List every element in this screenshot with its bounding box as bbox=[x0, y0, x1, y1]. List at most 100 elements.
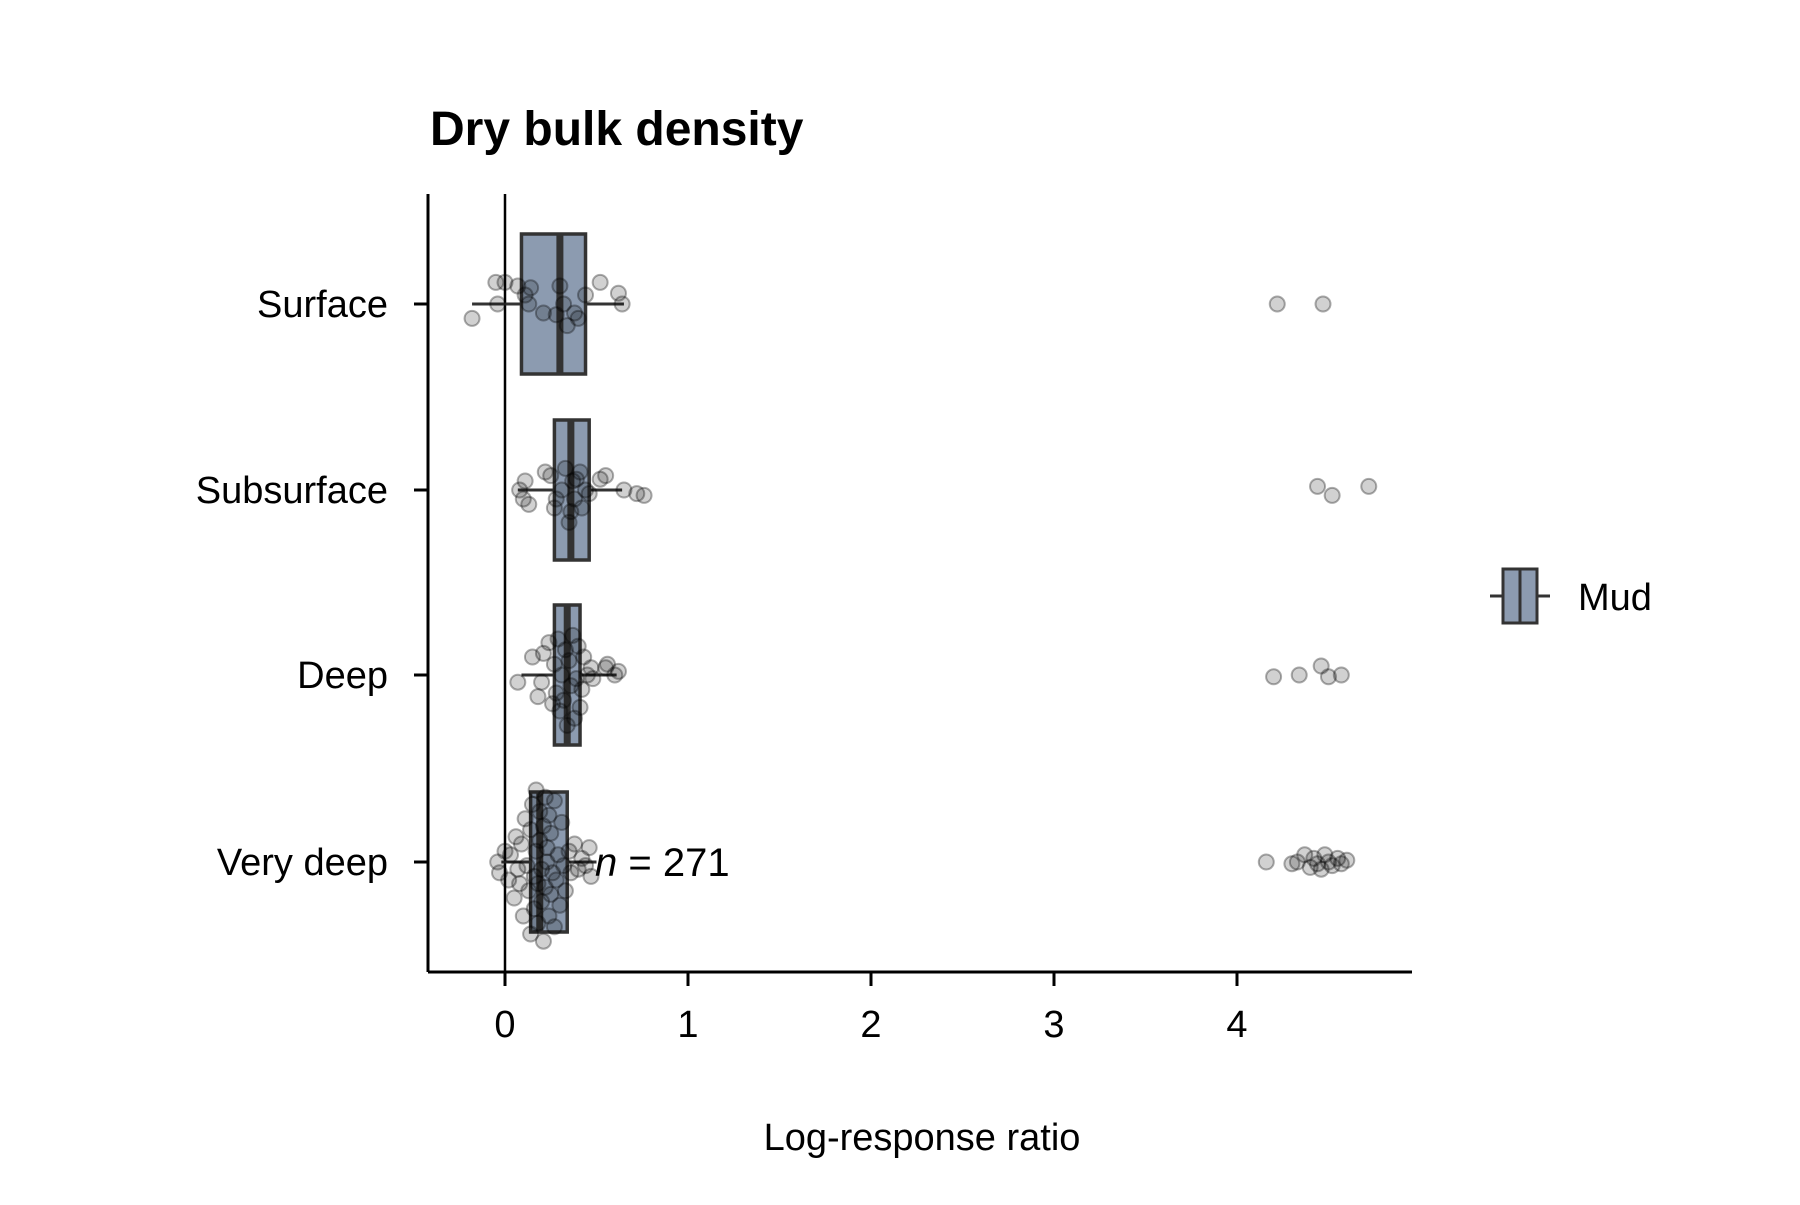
data-point bbox=[569, 309, 587, 327]
data-point bbox=[571, 698, 589, 716]
data-point bbox=[560, 652, 578, 670]
x-tick-label: 3 bbox=[1043, 1004, 1064, 1046]
data-point bbox=[523, 795, 541, 813]
data-point bbox=[551, 277, 569, 295]
data-point bbox=[516, 472, 534, 490]
data-point bbox=[1257, 853, 1275, 871]
data-point bbox=[534, 817, 552, 835]
data-point bbox=[496, 842, 514, 860]
data-point bbox=[516, 810, 534, 828]
data-point bbox=[567, 670, 585, 688]
data-point bbox=[509, 673, 527, 691]
data-point bbox=[553, 666, 571, 684]
data-point bbox=[531, 803, 549, 821]
data-point bbox=[580, 485, 598, 503]
data-point bbox=[547, 871, 565, 889]
data-point bbox=[582, 867, 600, 885]
data-point bbox=[536, 788, 554, 806]
legend-label: Mud bbox=[1578, 577, 1652, 619]
data-point bbox=[540, 634, 558, 652]
data-point bbox=[551, 896, 569, 914]
data-point bbox=[545, 499, 563, 517]
data-point bbox=[518, 857, 536, 875]
data-point bbox=[1290, 666, 1308, 684]
data-point bbox=[1320, 853, 1337, 871]
data-point bbox=[1305, 849, 1323, 867]
data-point bbox=[531, 831, 549, 849]
data-point bbox=[609, 284, 627, 302]
data-point bbox=[545, 918, 563, 936]
data-point bbox=[511, 875, 529, 893]
data-point bbox=[545, 792, 563, 810]
data-point bbox=[567, 470, 585, 488]
data-point bbox=[1309, 855, 1327, 873]
data-point bbox=[544, 864, 562, 882]
data-point bbox=[534, 644, 552, 662]
data-point bbox=[573, 849, 591, 867]
data-point bbox=[1329, 849, 1347, 867]
data-point bbox=[544, 695, 562, 713]
data-point bbox=[514, 907, 532, 925]
data-point bbox=[538, 853, 556, 871]
data-point bbox=[534, 304, 552, 322]
data-point bbox=[598, 655, 616, 673]
data-point bbox=[511, 481, 529, 499]
data-point bbox=[547, 306, 565, 324]
data-point bbox=[580, 839, 598, 857]
y-tick-label: Deep bbox=[297, 655, 388, 697]
data-point bbox=[1301, 858, 1319, 876]
chart-title: Dry bulk density bbox=[430, 103, 804, 156]
data-point bbox=[577, 481, 595, 499]
data-point bbox=[522, 279, 540, 297]
data-point bbox=[575, 648, 593, 666]
data-point bbox=[549, 630, 567, 648]
data-point bbox=[1332, 855, 1350, 873]
data-point bbox=[534, 932, 552, 950]
data-point bbox=[547, 684, 565, 702]
n-annotation-symbol: n bbox=[595, 841, 617, 885]
data-point bbox=[556, 459, 574, 477]
data-point bbox=[529, 688, 547, 706]
data-point bbox=[1338, 851, 1356, 869]
data-point bbox=[1265, 668, 1283, 686]
data-point bbox=[553, 813, 571, 831]
data-point bbox=[536, 878, 554, 896]
data-point bbox=[566, 709, 584, 727]
data-point bbox=[525, 867, 543, 885]
data-point bbox=[1332, 666, 1350, 684]
data-point bbox=[489, 295, 507, 313]
data-point bbox=[553, 481, 571, 499]
data-point bbox=[556, 641, 574, 659]
data-point bbox=[558, 716, 576, 734]
x-tick-label: 1 bbox=[677, 1004, 698, 1046]
data-point bbox=[562, 864, 580, 882]
data-point bbox=[491, 864, 509, 882]
data-point bbox=[1288, 853, 1306, 871]
x-axis-label: Log-response ratio bbox=[764, 1117, 1081, 1159]
data-point bbox=[613, 295, 631, 313]
data-point bbox=[520, 882, 538, 900]
data-point bbox=[496, 273, 514, 291]
data-point bbox=[569, 637, 587, 655]
data-point bbox=[500, 871, 518, 889]
data-point bbox=[584, 670, 602, 688]
data-point bbox=[487, 273, 505, 291]
data-point bbox=[522, 821, 540, 839]
data-point bbox=[1268, 295, 1286, 313]
data-point bbox=[529, 875, 547, 893]
x-tick-label: 2 bbox=[860, 1004, 881, 1046]
data-point bbox=[533, 860, 551, 878]
plot-area: 0 1 2 3 4 Surface Subsurface Deep Very deep n = 2… bbox=[196, 194, 1412, 1046]
data-point bbox=[1323, 857, 1341, 875]
data-point bbox=[1309, 477, 1327, 495]
data-point bbox=[520, 495, 538, 513]
data-point bbox=[489, 853, 507, 871]
data-point bbox=[564, 626, 582, 644]
data-point bbox=[582, 659, 600, 677]
data-point bbox=[1312, 657, 1330, 675]
data-point bbox=[507, 828, 525, 846]
x-tick-label: 0 bbox=[494, 1004, 515, 1046]
data-point bbox=[558, 317, 576, 335]
